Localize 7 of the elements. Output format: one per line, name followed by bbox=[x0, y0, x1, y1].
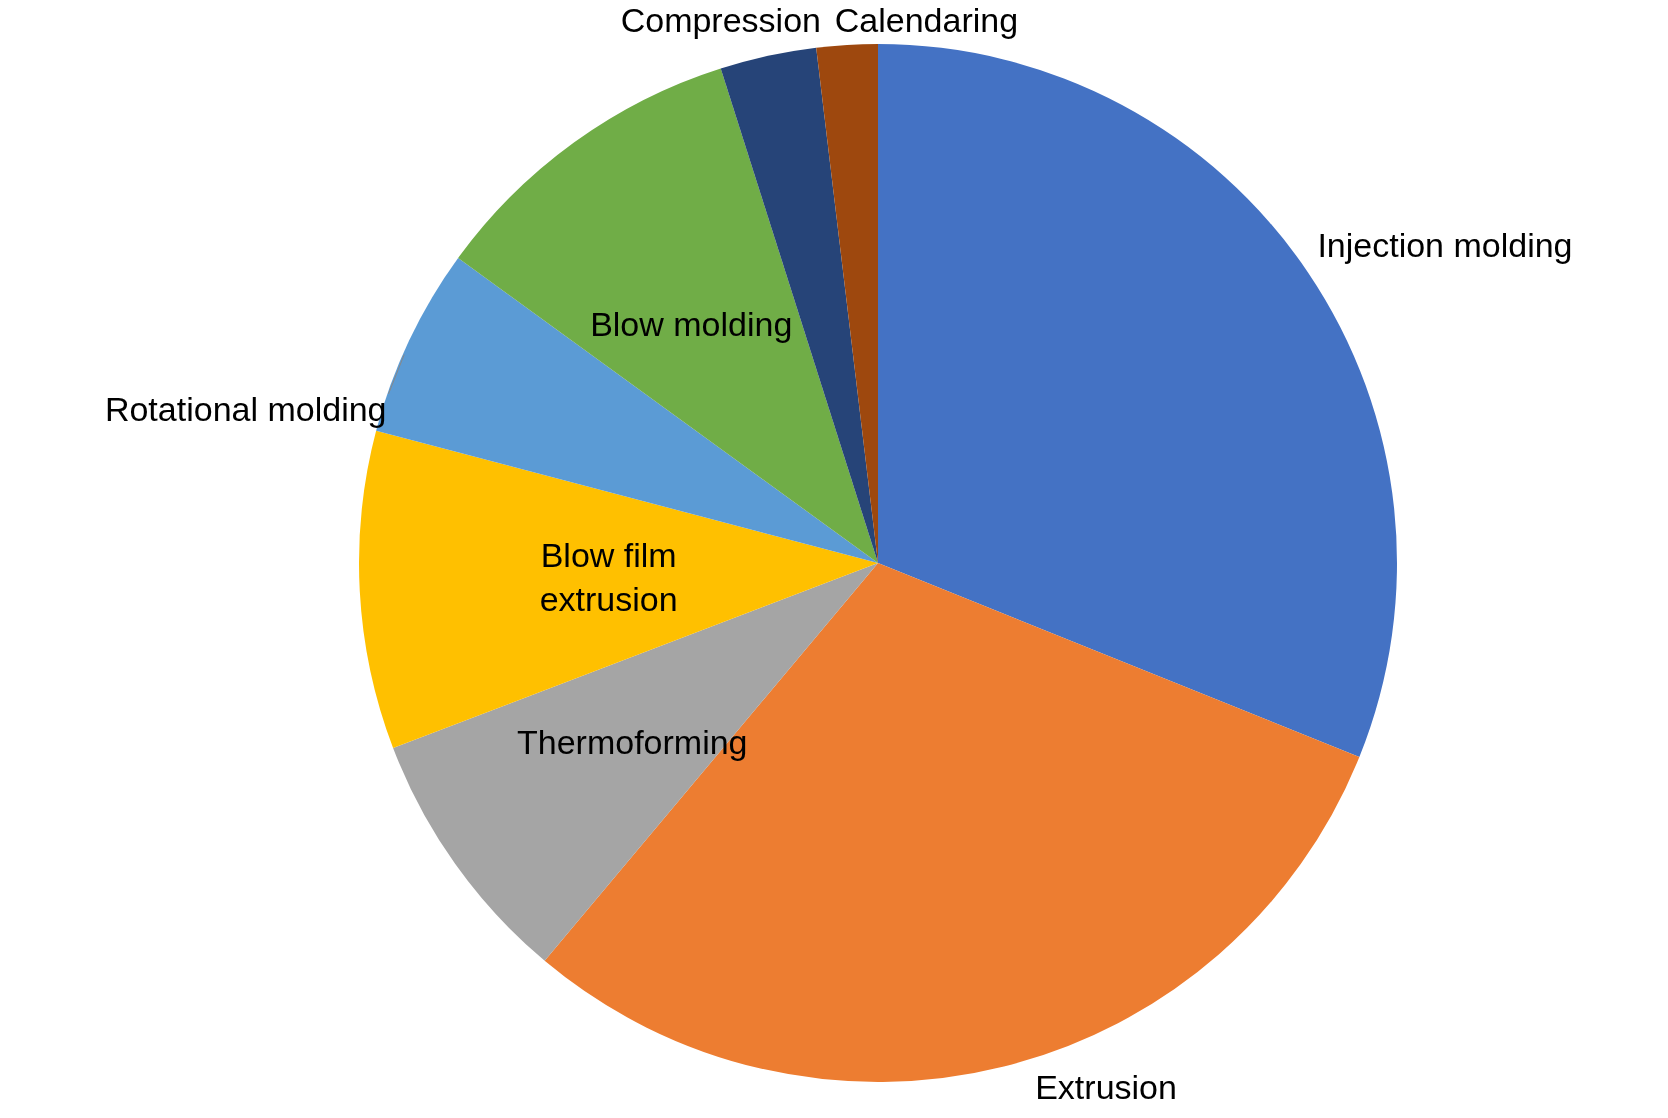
slice-label: Blow molding bbox=[590, 305, 793, 344]
slice-label: Injection molding bbox=[1317, 225, 1573, 264]
slice-label: Rotational molding bbox=[104, 390, 387, 428]
slice-label: Blow film extrusion bbox=[539, 536, 678, 619]
slice-label: Calendaring bbox=[834, 0, 1019, 39]
slice-label: Compression bbox=[620, 0, 821, 39]
slice-label: Extrusion bbox=[1035, 1068, 1177, 1107]
